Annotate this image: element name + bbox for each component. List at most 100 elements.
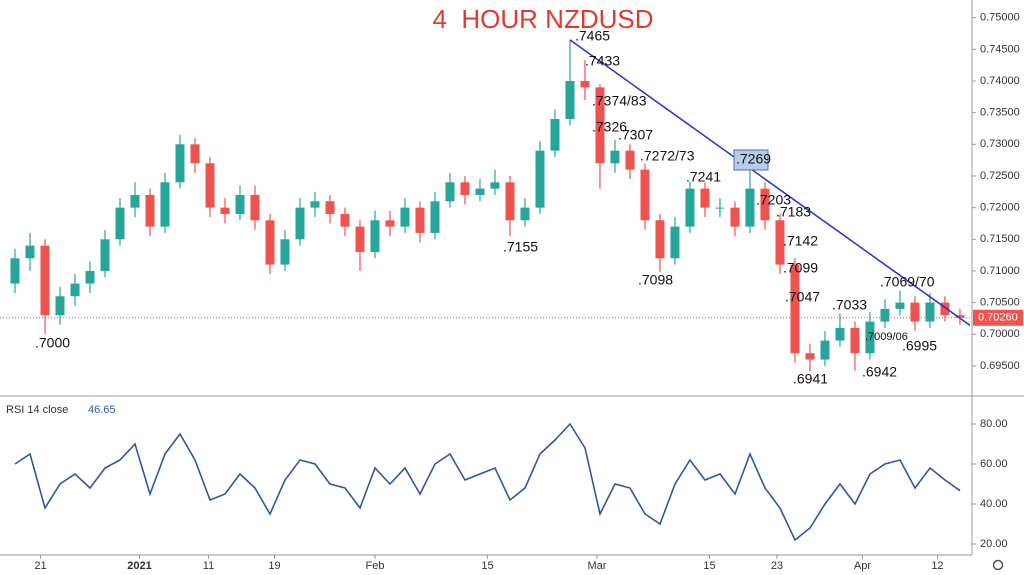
annotation: .7000	[35, 335, 70, 351]
annotation: .6941	[793, 371, 828, 387]
annotation: .7433	[585, 53, 620, 69]
annotation: .7142	[783, 233, 818, 249]
rsi-line	[14, 422, 961, 542]
candle-body	[775, 220, 785, 265]
candle-body	[685, 188, 695, 227]
candle-body	[475, 188, 485, 195]
x-tick-label: 23	[771, 560, 783, 572]
candle-body	[505, 182, 515, 221]
rsi-y-tick-label: 40.00	[980, 498, 1008, 510]
annotation: .7098	[638, 272, 673, 288]
x-tick-label: Mar	[587, 560, 606, 572]
x-tick-label: 15	[703, 560, 715, 572]
y-tick-label: 0.74000	[980, 75, 1020, 87]
candle-body	[550, 119, 560, 151]
y-tick-label: 0.70000	[980, 328, 1020, 340]
candle-body	[880, 308, 890, 322]
annotation: .7272/73	[640, 148, 695, 164]
candle-body	[85, 270, 95, 284]
annotation: .7099	[783, 260, 818, 276]
candle-body	[235, 194, 245, 214]
candle-body	[295, 207, 305, 240]
x-tick-label: 21	[34, 560, 46, 572]
candle-body	[625, 150, 635, 170]
rsi-title: RSI 14 close	[6, 404, 68, 416]
x-tick-label: 2021	[127, 560, 151, 572]
candle-body	[910, 302, 920, 322]
candle-body	[10, 258, 20, 284]
annotation: .7241	[686, 169, 721, 185]
annotation: .7203	[756, 192, 791, 208]
candle-body	[370, 220, 380, 252]
y-tick-label: 0.73000	[980, 138, 1020, 150]
candle-body	[145, 194, 155, 227]
rsi-y-tick-label: 80.00	[980, 418, 1008, 430]
x-tick-label: 19	[268, 560, 280, 572]
candle-body	[745, 188, 755, 227]
candle-body	[160, 182, 170, 227]
candle-body	[205, 163, 215, 208]
trendline	[569, 39, 971, 326]
candle-body	[760, 188, 770, 221]
candle-body	[820, 340, 830, 360]
y-tick-label: 0.74500	[980, 43, 1020, 55]
candle-body	[595, 87, 605, 164]
last-price-label: 0.70260	[978, 312, 1018, 324]
candle-body	[715, 207, 725, 209]
candle-body	[115, 207, 125, 240]
last-price-box	[973, 309, 1023, 326]
candle-body	[940, 302, 950, 316]
candle-body	[175, 144, 185, 183]
y-tick-label: 0.73500	[980, 107, 1020, 119]
candle-body	[400, 207, 410, 227]
y-tick-label: 0.71500	[980, 233, 1020, 245]
y-tick-label: 0.69500	[980, 360, 1020, 372]
x-tick-label: Feb	[365, 560, 384, 572]
x-tick-label: 12	[931, 560, 943, 572]
candle-body	[280, 239, 290, 265]
rsi-y-tick-label: 60.00	[980, 458, 1008, 470]
settings-icon[interactable]	[992, 559, 1004, 571]
x-tick-label: Apr	[854, 560, 871, 572]
candle-body	[700, 188, 710, 208]
candle-body	[805, 353, 815, 360]
rsi-y-tick-label: 20.00	[980, 538, 1008, 550]
candle-body	[250, 194, 260, 221]
highlight-box	[733, 149, 769, 171]
candle-body	[100, 239, 110, 271]
candle-body	[340, 213, 350, 227]
candle-body	[430, 201, 440, 233]
y-tick-label: 0.75000	[980, 12, 1020, 24]
annotation: .7183	[776, 204, 811, 220]
y-tick-label: 0.70500	[980, 296, 1020, 308]
candle-body	[55, 296, 65, 316]
candle-body	[25, 245, 35, 259]
candle-body	[520, 207, 530, 221]
candle-body	[535, 150, 545, 208]
candle-body	[490, 182, 500, 189]
annotation: .7155	[503, 239, 538, 255]
annotation: .7069/70	[880, 274, 935, 290]
y-tick-label: 0.72500	[980, 170, 1020, 182]
annotation: .7307	[618, 127, 653, 143]
y-tick-label: 0.72000	[980, 202, 1020, 214]
annotation: .6995	[902, 338, 937, 354]
candle-body	[955, 315, 965, 318]
candle-body	[565, 81, 575, 120]
candle-body	[655, 220, 665, 259]
candle-body	[355, 226, 365, 252]
annotation: .7374/83	[592, 93, 647, 109]
candle-body	[325, 201, 335, 214]
annotation: .7269	[736, 151, 771, 167]
annotation: .7009/06	[865, 331, 908, 343]
settings-gear[interactable]	[992, 559, 1004, 571]
candle-body	[220, 207, 230, 214]
candle-body	[460, 182, 470, 195]
candle-body	[850, 327, 860, 354]
candle-body	[790, 264, 800, 354]
candle-body	[865, 321, 875, 354]
candle-body	[580, 81, 590, 88]
candle-body	[40, 245, 50, 316]
